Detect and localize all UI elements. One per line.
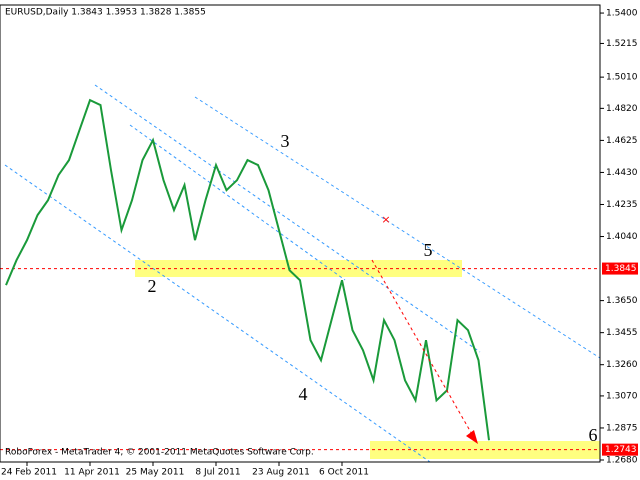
y-tick-label: 1.5400 xyxy=(606,9,638,19)
x-tick-label: 6 Oct 2011 xyxy=(319,468,369,478)
wave-label: 2 xyxy=(148,276,157,296)
channel-line xyxy=(194,96,601,359)
price-lines xyxy=(0,268,600,451)
price-label-box xyxy=(602,262,638,275)
marker: × xyxy=(381,213,390,226)
wave-label: 5 xyxy=(424,240,433,260)
y-tick-label: 1.5215 xyxy=(606,39,638,49)
x-tick-label: 25 May 2011 xyxy=(126,468,185,478)
y-tick-label: 1.4430 xyxy=(606,168,638,178)
price-label-box xyxy=(602,443,638,456)
y-tick-label: 1.4235 xyxy=(606,200,638,210)
y-tick-label: 1.3260 xyxy=(606,360,638,370)
overlays xyxy=(4,84,601,463)
y-tick-label: 1.5010 xyxy=(606,73,638,83)
channel-line xyxy=(4,164,431,463)
x-tick-label: 24 Feb 2011 xyxy=(1,468,57,478)
target-zone xyxy=(370,441,600,459)
y-tick-label: 1.3455 xyxy=(606,328,638,338)
x-tick-label: 23 Aug 2011 xyxy=(252,468,310,478)
wave-label: 6 xyxy=(589,425,598,445)
channel-line xyxy=(94,84,481,353)
plot xyxy=(5,98,490,441)
price-label: 1.2743 xyxy=(605,445,637,455)
price-label: 1.3845 xyxy=(605,264,637,274)
forecast-arrow xyxy=(371,259,474,437)
footer: RoboForex - MetaTrader 4, © 2001-2011 Me… xyxy=(5,448,314,458)
y-tick-label: 1.3650 xyxy=(606,296,638,306)
arrow-head xyxy=(466,430,478,444)
wave-label: 3 xyxy=(281,131,290,151)
y-tick-label: 1.4625 xyxy=(606,136,638,146)
y-tick-label: 1.3070 xyxy=(606,391,638,401)
channel-line xyxy=(129,124,346,281)
price-line-series xyxy=(5,98,490,441)
x-tick-label: 8 Jul 2011 xyxy=(195,468,240,478)
y-tick-label: 1.2680 xyxy=(606,456,638,466)
y-tick-label: 1.4040 xyxy=(606,232,638,242)
y-tick-label: 1.2875 xyxy=(606,423,638,433)
x-tick-label: 11 Apr 2011 xyxy=(64,468,120,478)
y-tick-label: 1.4820 xyxy=(606,104,638,114)
chart-title: EURUSD,Daily 1.3843 1.3953 1.3828 1.3855 xyxy=(5,8,206,18)
plot-frame xyxy=(0,4,601,463)
wave-label: 4 xyxy=(299,384,308,404)
support-zone xyxy=(135,260,462,277)
